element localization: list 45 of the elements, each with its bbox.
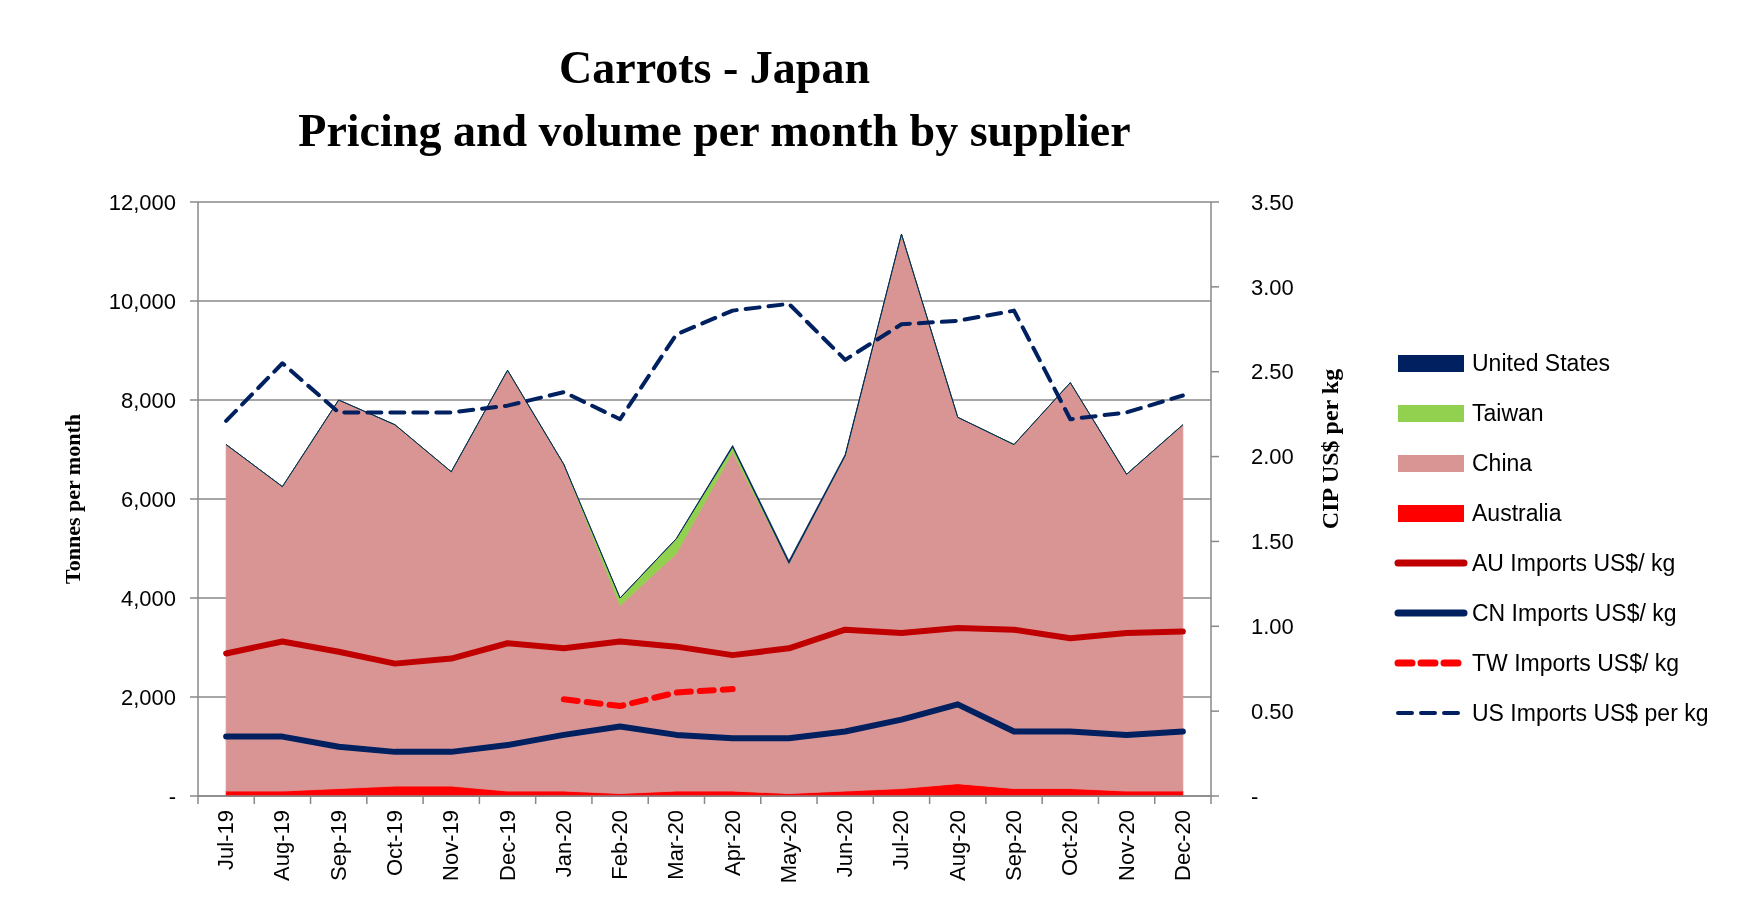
x-tick-label: Dec-20 (1169, 810, 1195, 881)
x-tick-label: Aug-20 (944, 810, 970, 881)
legend-label: TW Imports US$/ kg (1472, 650, 1680, 677)
chart-title: Carrots - Japan (559, 42, 870, 93)
y-tick-label: 6,000 (120, 486, 176, 512)
y2-tick-label: 3.50 (1251, 189, 1294, 215)
y-tick-label: 10,000 (108, 288, 176, 314)
x-tick-label: Apr-20 (719, 810, 745, 877)
legend-label: Australia (1472, 500, 1562, 527)
legend-label: AU Imports US$/ kg (1472, 550, 1676, 577)
x-tick-label: Mar-20 (663, 810, 689, 880)
x-tick-label: Jul-19 (213, 810, 239, 870)
y2-tick-label: - (1251, 783, 1259, 809)
legend-label: China (1472, 450, 1533, 477)
x-tick-label: Oct-20 (1057, 810, 1083, 877)
y2-tick-label: 3.00 (1251, 274, 1294, 300)
y2-tick-label: 1.50 (1251, 529, 1294, 555)
x-tick-label: May-20 (775, 810, 801, 884)
chart-subtitle: Pricing and volume per month by supplier (298, 105, 1131, 156)
x-tick-label: Sep-20 (1001, 810, 1027, 881)
x-tick-label: Jan-20 (550, 810, 576, 878)
y2-axis-title: CIP US$ per kg (1317, 368, 1343, 530)
y2-tick-label: 2.00 (1251, 444, 1294, 470)
x-tick-label: Aug-19 (269, 810, 295, 881)
y2-tick-label: 2.50 (1251, 359, 1294, 385)
legend-label: Taiwan (1472, 400, 1544, 427)
y2-tick-label: 1.00 (1251, 613, 1294, 639)
legend-label: CN Imports US$/ kg (1472, 600, 1677, 627)
x-tick-label: Feb-20 (607, 810, 633, 880)
x-tick-label: Nov-19 (438, 810, 464, 881)
x-tick-label: Jun-20 (832, 810, 858, 878)
y-tick-label: 2,000 (120, 684, 176, 710)
y-tick-label: - (168, 783, 176, 809)
y-tick-label: 8,000 (120, 387, 176, 413)
y-tick-label: 4,000 (120, 585, 176, 611)
x-tick-label: Oct-19 (381, 810, 407, 877)
y2-tick-label: 0.50 (1251, 698, 1294, 724)
x-tick-label: Dec-19 (494, 810, 520, 881)
y-axis-title: Tonnes per month (60, 414, 85, 584)
legend-label: US Imports US$ per kg (1472, 700, 1709, 727)
legend-label: United States (1472, 350, 1611, 377)
x-tick-label: Nov-20 (1113, 810, 1139, 881)
x-tick-label: Sep-19 (325, 810, 351, 881)
x-tick-label: Jul-20 (888, 810, 914, 870)
y-tick-label: 12,000 (108, 189, 176, 215)
